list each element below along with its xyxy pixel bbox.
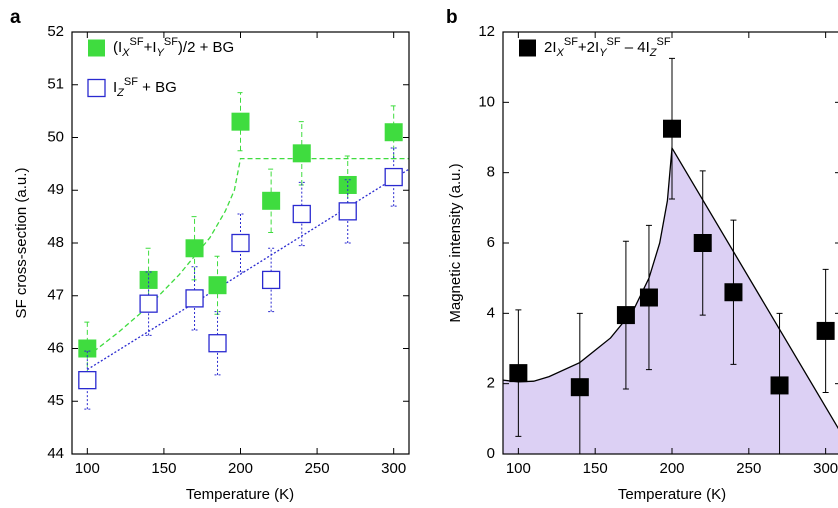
marker	[208, 334, 227, 353]
marker	[139, 270, 158, 289]
error-bar	[268, 247, 275, 313]
panel-label: a	[10, 7, 21, 28]
y-tick-label: 47	[47, 287, 64, 304]
x-tick-label: 250	[305, 460, 330, 477]
legend-marker	[87, 78, 106, 98]
y-axis-title: SF cross-section (a.u.)	[13, 168, 30, 319]
marker	[139, 294, 158, 313]
error-bar	[237, 92, 244, 152]
y-tick-label: 8	[487, 164, 495, 181]
x-tick-label: 200	[659, 460, 684, 477]
marker	[816, 321, 835, 340]
y-tick-label: 50	[47, 128, 64, 145]
y-tick-label: 51	[47, 76, 64, 93]
marker	[616, 306, 635, 325]
marker	[770, 376, 789, 395]
x-tick-label: 150	[583, 460, 608, 477]
marker	[185, 289, 204, 308]
fit-line	[86, 157, 409, 357]
y-tick-label: 48	[47, 234, 64, 251]
error-bar	[214, 311, 221, 376]
marker	[78, 339, 97, 358]
marker	[384, 123, 403, 142]
y-tick-label: 2	[487, 375, 495, 392]
x-tick-label: 150	[151, 460, 176, 477]
marker	[724, 283, 743, 302]
legend-marker	[88, 39, 105, 57]
x-tick-label: 250	[736, 460, 761, 477]
fit-area	[503, 148, 838, 454]
y-tick-label: 52	[47, 23, 64, 40]
x-tick-label: 100	[506, 460, 531, 477]
marker	[509, 364, 528, 383]
plot-area	[503, 57, 838, 454]
marker	[185, 239, 204, 258]
y-tick-label: 46	[47, 339, 64, 356]
y-tick-label: 45	[47, 392, 64, 409]
y-tick-label: 49	[47, 181, 64, 198]
y-tick-label: 10	[478, 93, 495, 110]
x-tick-label: 100	[75, 460, 100, 477]
marker	[384, 167, 403, 187]
x-tick-label: 200	[228, 460, 253, 477]
marker	[663, 119, 681, 138]
y-tick-label: 12	[478, 23, 495, 40]
x-axis-title: Temperature (K)	[186, 486, 294, 503]
marker	[78, 370, 97, 390]
x-axis-title: Temperature (K)	[618, 486, 726, 503]
marker	[639, 288, 658, 307]
y-tick-label: 6	[487, 234, 495, 251]
marker	[231, 112, 250, 131]
marker	[338, 175, 357, 194]
fit-line	[86, 168, 409, 371]
marker	[292, 144, 311, 163]
error-bar	[191, 266, 198, 331]
legend-label: IZSF + BG	[113, 76, 177, 99]
legend-marker	[519, 39, 536, 57]
legend-label: 2IXSF+2IYSF – 4IZSF	[544, 36, 671, 59]
y-tick-label: 44	[47, 445, 64, 462]
y-tick-label: 0	[487, 445, 495, 462]
x-tick-label: 300	[813, 460, 838, 477]
error-bar	[298, 181, 305, 247]
panel-label: b	[446, 7, 458, 28]
x-tick-label: 300	[381, 460, 406, 477]
marker	[208, 276, 227, 295]
marker	[338, 202, 357, 221]
marker	[693, 234, 712, 252]
error-bar	[268, 168, 275, 233]
error-bar	[145, 271, 152, 336]
y-axis-title: Magnetic intensity (a.u.)	[447, 163, 464, 322]
y-tick-label: 4	[487, 304, 495, 321]
marker	[231, 233, 250, 253]
marker	[261, 270, 281, 290]
marker	[262, 191, 281, 210]
plot-area	[78, 92, 409, 410]
error-bar	[344, 179, 351, 244]
legend-label: (IXSF+IYSF)/2 + BG	[113, 36, 234, 59]
marker	[570, 378, 589, 397]
marker	[292, 204, 311, 224]
